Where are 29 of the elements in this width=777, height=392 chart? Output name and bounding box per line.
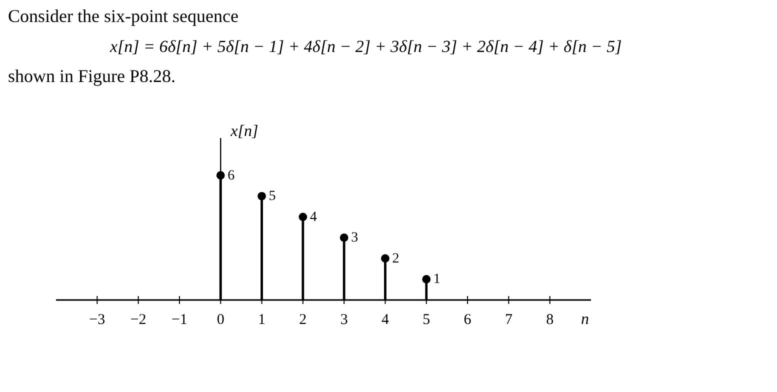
- point: [298, 212, 308, 222]
- point: [258, 192, 266, 200]
- x-tick-label: 7: [504, 312, 513, 328]
- point: [381, 254, 390, 263]
- data-label: 2: [392, 251, 400, 266]
- x-axis-title: n: [581, 311, 589, 328]
- chart-subtitle: x[n] = 6δ[n] + 5δ[n − 1] + 4δ[n − 2] + 3δ[n − 3] + 2δ[n − 4] + δ[n − 5]: [109, 37, 622, 56]
- x-tick-label: 3: [340, 312, 348, 328]
- point: [340, 233, 348, 242]
- x-tick-label: 8: [546, 312, 554, 328]
- x-tick-label: −3: [89, 312, 106, 328]
- text: shown in Figure P8.28.: [8, 66, 176, 86]
- x-tick-label: 5: [422, 312, 430, 328]
- x-tick-label: −1: [171, 312, 188, 328]
- x-tick-label: 1: [258, 312, 266, 328]
- x-tick-label: 0: [216, 312, 224, 328]
- point: [216, 171, 225, 180]
- x-tick-label: 4: [381, 312, 390, 328]
- chart-title: Consider the six-point sequence: [8, 6, 238, 26]
- data-label: 4: [310, 210, 317, 225]
- x-tick-label: 6: [464, 312, 472, 328]
- data-label: 1: [433, 272, 440, 288]
- data-label: 6: [228, 168, 235, 184]
- y-axis-title: x[n]: [230, 123, 258, 140]
- x-tick-label: 2: [299, 312, 307, 328]
- x-tick-label: −2: [130, 312, 146, 328]
- data-label: 5: [268, 189, 276, 204]
- point: [422, 275, 431, 284]
- data-label: 3: [351, 230, 358, 246]
